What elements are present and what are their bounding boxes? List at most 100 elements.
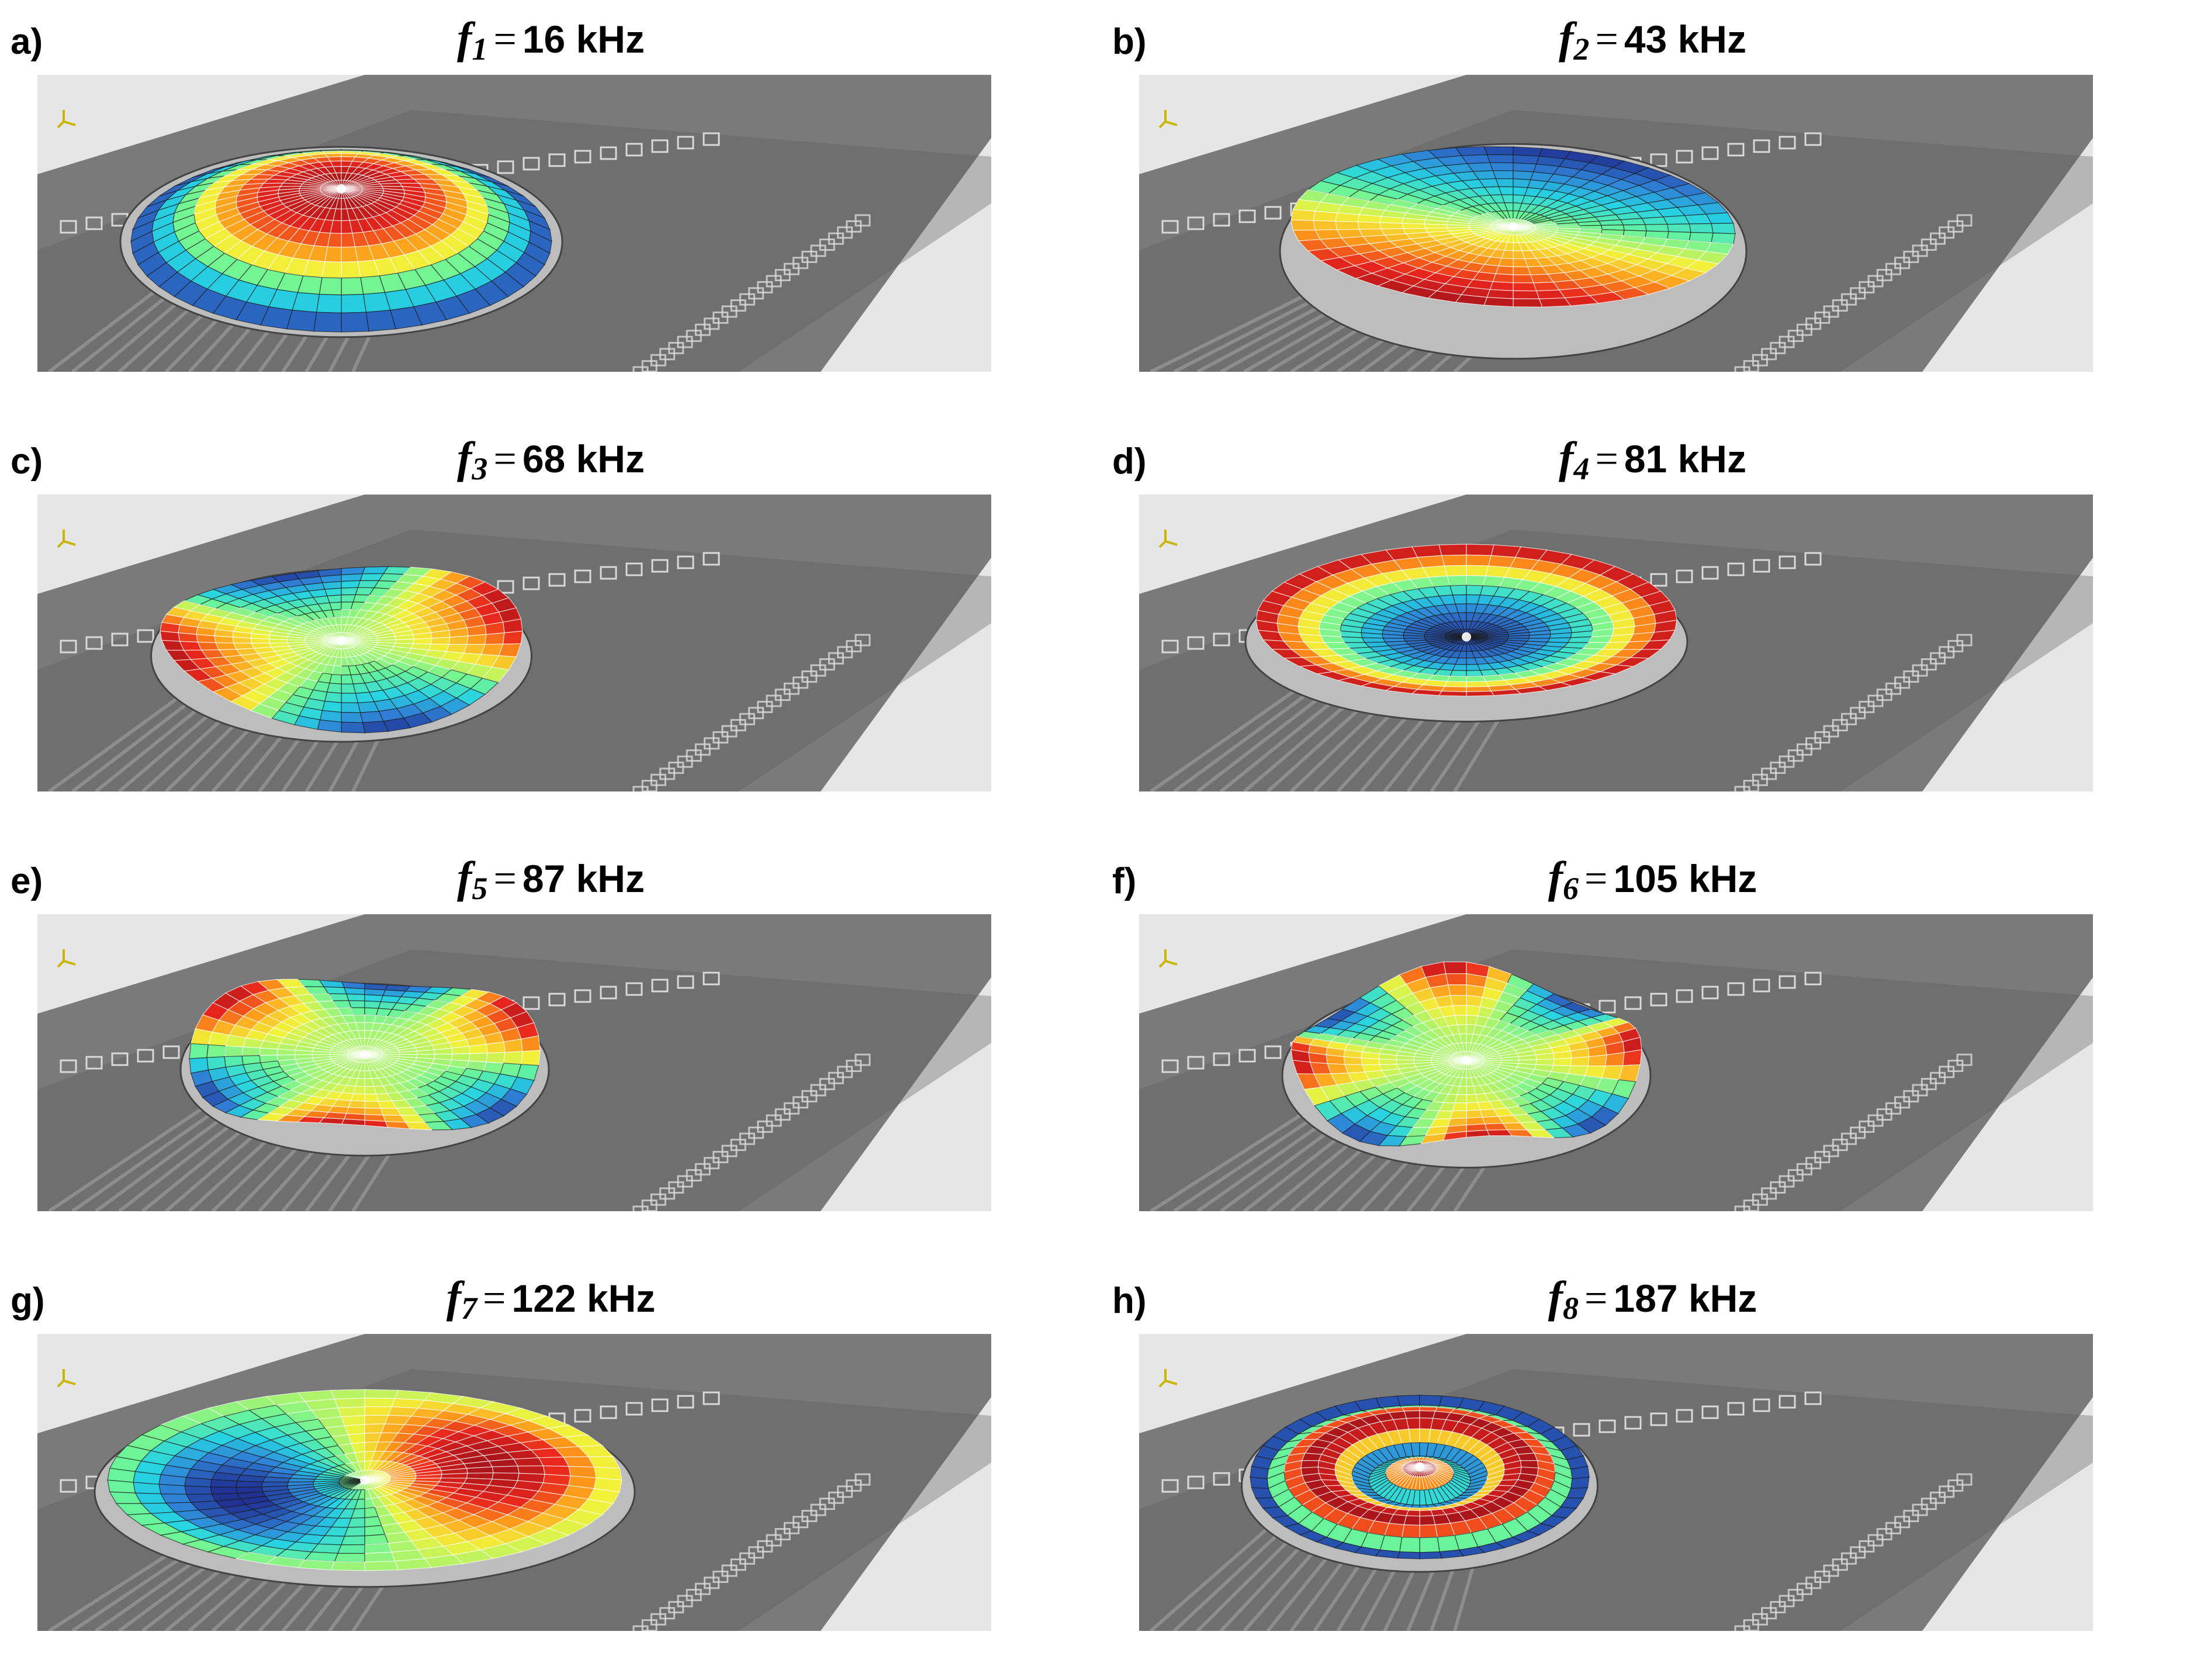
bond-pad (497, 160, 514, 174)
mode-shape-surface (1290, 146, 1736, 307)
mesh-cell (1444, 565, 1467, 576)
mesh-cell (1711, 223, 1736, 234)
mesh-cell (1419, 1524, 1438, 1539)
bond-pad (60, 220, 77, 234)
frequency-value: 43 kHz (1624, 18, 1746, 61)
mesh-cell (276, 1049, 296, 1056)
bond-pad (1238, 1049, 1256, 1063)
bond-pad (523, 576, 540, 590)
mode-shape-surface (1250, 1395, 1590, 1560)
mesh-cell (1441, 554, 1467, 566)
mesh-cell (364, 1101, 382, 1109)
mesh-cell (1466, 690, 1495, 697)
bond-pad (1727, 143, 1745, 157)
mesh-cell (1483, 146, 1514, 155)
bond-pad (1161, 639, 1179, 654)
panel-letter: b) (1112, 22, 1147, 62)
mesh-cell (341, 261, 361, 279)
panel-letter: d) (1112, 441, 1147, 482)
mesh-cell (1466, 984, 1486, 998)
mesh-cell (1492, 170, 1514, 179)
mesh-cell (364, 1086, 377, 1095)
bond-pad (1956, 634, 1973, 647)
mesh-cell (1313, 220, 1338, 231)
mesh-cell (1570, 1477, 1590, 1489)
axis-triad-icon (1158, 530, 1178, 548)
mesh-cell (364, 1398, 396, 1408)
bond-pad (651, 559, 669, 573)
mesh-cell (352, 1086, 365, 1095)
mesh-cell (1466, 670, 1484, 677)
mesh-cell (313, 312, 342, 333)
mesh-cell (1466, 1129, 1490, 1138)
panel-title: f5 = 87 kHz (457, 853, 645, 906)
mesh-cell (362, 721, 389, 734)
mesh-cell (1301, 1453, 1322, 1461)
bond-pad (1624, 1416, 1642, 1430)
bond-pad (625, 1402, 643, 1416)
mesh-cell (364, 1534, 389, 1546)
mesh-cell (1419, 1410, 1436, 1419)
mesh-cell (1444, 681, 1467, 687)
mesh-cell (1517, 1453, 1538, 1461)
mesh-cell (1513, 162, 1537, 172)
bond-pad (548, 573, 566, 587)
axis-triad-icon (57, 110, 76, 129)
bond-pad (703, 1391, 720, 1405)
membrane-center (1508, 222, 1518, 231)
mesh-cell (1402, 223, 1426, 229)
mesh-cell (1445, 973, 1467, 986)
bond-pad (1213, 1052, 1230, 1066)
mesh-cell (413, 638, 433, 645)
mesh-cell (1379, 222, 1404, 230)
bond-pad (1701, 146, 1719, 160)
mesh-cell (286, 309, 317, 332)
mesh-cell (133, 1482, 161, 1495)
mesh-cell (1357, 214, 1382, 223)
mode-shape-surface (1290, 961, 1642, 1147)
bond-pad (625, 143, 643, 157)
bond-pad (1753, 559, 1770, 573)
bond-pad (854, 214, 871, 227)
mesh-cell (341, 721, 366, 734)
mesh-cell (1442, 1131, 1467, 1141)
bond-pad (677, 136, 694, 150)
mesh-cell (1250, 1477, 1269, 1489)
mesh-cell (1399, 1536, 1420, 1553)
bond-pad (1213, 213, 1230, 227)
bond-pad (854, 1473, 871, 1486)
bond-pad (632, 1625, 649, 1631)
mesh-cell (1641, 216, 1668, 225)
panel-title: f2 = 43 kHz (1559, 13, 1746, 67)
mesh-cell (1587, 1054, 1607, 1067)
mesh-cell (1449, 1110, 1467, 1119)
bond-pad (1676, 989, 1693, 1003)
mesh-cell (1498, 257, 1514, 268)
membrane-center (1462, 1056, 1471, 1065)
bond-pad (1804, 132, 1822, 146)
mesh-cell (1666, 223, 1691, 233)
mesh-cell (468, 1052, 488, 1063)
mesh-cell (241, 1046, 261, 1057)
membrane-center (337, 184, 346, 193)
mesh-cell (341, 674, 354, 685)
mesh-cell (513, 1457, 544, 1467)
bond-pad (1779, 136, 1796, 150)
panel-title: f8 = 187 kHz (1548, 1273, 1757, 1326)
mesh-cell (334, 1398, 365, 1409)
bond-pad (1701, 986, 1719, 1000)
mesh-cell (1489, 162, 1514, 171)
bond-pad (523, 157, 540, 171)
bond-pad (651, 979, 669, 993)
panel-letter: e) (11, 861, 43, 901)
panel-c: c) f3 = 68 kHz (0, 420, 1102, 839)
mesh-cell (1443, 961, 1467, 974)
mesh-cell (250, 638, 270, 644)
panel-f: f) f6 = 105 kHz (1102, 839, 2203, 1259)
axis-triad-icon (57, 1369, 76, 1388)
bond-pad (677, 555, 694, 569)
mode-shape-render (1139, 495, 2093, 791)
bond-pad (600, 566, 617, 580)
mesh-cell (1419, 1536, 1440, 1553)
mesh-cell (364, 1516, 382, 1527)
